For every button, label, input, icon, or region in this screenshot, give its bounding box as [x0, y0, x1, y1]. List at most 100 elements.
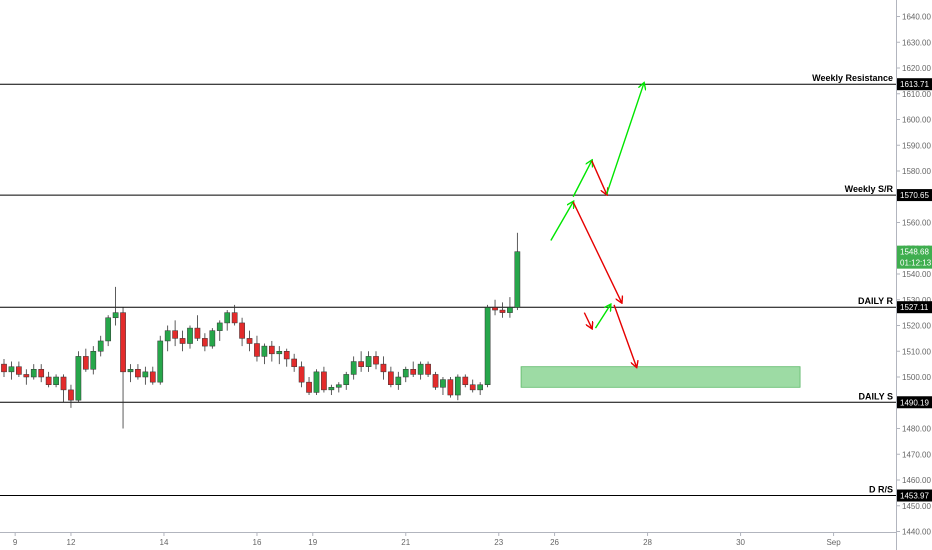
y-tick-label: 1480.00: [902, 425, 931, 434]
candle-up: [97, 340, 104, 352]
level-tag: [897, 301, 932, 314]
demand-zone: [520, 366, 801, 388]
y-tick-label: 1590.00: [902, 141, 931, 150]
candle-up: [350, 361, 357, 375]
candle-down: [16, 366, 22, 375]
candle-down: [1, 363, 7, 373]
red-projection-arrow: [591, 160, 607, 194]
x-tick-label: 28: [643, 538, 652, 547]
red-projection-arrow: [572, 201, 621, 302]
candle-up: [261, 345, 268, 357]
candle-down: [231, 312, 238, 324]
y-tick-label: 1440.00: [902, 528, 931, 537]
green-projection-arrow: [605, 83, 644, 195]
candle-up: [365, 356, 372, 367]
candle-up: [216, 322, 223, 331]
candle-up: [454, 376, 461, 396]
candle-down: [492, 307, 498, 311]
candle-up: [335, 384, 342, 388]
candle-down: [38, 369, 45, 378]
x-tick-label: 9: [13, 538, 18, 547]
x-tick-label: 14: [160, 538, 169, 547]
y-tick-label: 1540.00: [902, 270, 931, 279]
green-projection-arrow: [572, 161, 592, 198]
candle-up: [477, 384, 484, 391]
candle-down: [380, 363, 387, 373]
level-label: DAILY R: [858, 296, 894, 306]
x-tick-label: 19: [308, 538, 317, 547]
candle-down: [388, 371, 394, 385]
candle-countdown-text: 01:12:13: [900, 259, 932, 268]
candle-down: [499, 309, 506, 313]
y-tick-label: 1520.00: [902, 322, 931, 331]
support-resistance-levels: Weekly Resistance Weekly S/R DAILY R DAILY …: [0, 73, 896, 497]
price-tags: 1613.71 1570.65 1527.11 1490.19 1453.97 1548.…: [897, 78, 932, 502]
last-price-text: 1548.68: [900, 248, 929, 257]
y-tick-label: 1600.00: [902, 116, 931, 125]
candle-up: [53, 376, 59, 385]
candle-up: [276, 351, 283, 355]
candle-down: [283, 351, 290, 360]
candle-up: [514, 251, 521, 308]
candle-up: [484, 307, 491, 385]
red-projection-arrow: [613, 304, 636, 367]
candle-up: [8, 366, 15, 373]
candle-up: [417, 363, 424, 375]
candle-down: [149, 371, 156, 383]
x-tick-label: 30: [736, 538, 745, 547]
candle-down: [306, 381, 312, 393]
candle-down: [373, 356, 379, 365]
candle-down: [254, 343, 260, 357]
y-tick-label: 1460.00: [902, 476, 931, 485]
x-tick-label: 12: [67, 538, 76, 547]
level-tag-text: 1490.19: [900, 398, 929, 407]
level-tag-text: 1453.97: [900, 492, 929, 501]
green-projection-arrow: [550, 202, 573, 241]
candle-up: [90, 351, 97, 370]
y-tick-label: 1510.00: [902, 347, 931, 356]
level-tag-text: 1527.11: [900, 303, 929, 312]
candle-down: [358, 361, 364, 367]
level-tag: [897, 396, 932, 409]
candle-down: [45, 376, 52, 385]
candle-down: [447, 379, 454, 396]
level-tag-text: 1570.65: [900, 191, 929, 200]
y-tick-label: 1500.00: [902, 373, 931, 382]
x-tick-label: Sep: [826, 538, 841, 547]
candle-up: [343, 374, 350, 385]
level-tag: [897, 189, 932, 202]
candle-up: [112, 312, 119, 319]
candle-down: [194, 327, 201, 339]
candle-up: [142, 371, 149, 378]
x-tick-label: 26: [550, 538, 559, 547]
y-tick-label: 1610.00: [902, 90, 931, 99]
x-tick-label: 23: [494, 538, 503, 547]
y-tick-label: 1560.00: [902, 219, 931, 228]
red-projection-arrow: [583, 312, 591, 328]
candle-down: [135, 369, 141, 378]
candle-down: [462, 376, 469, 385]
y-tick-label: 1450.00: [902, 502, 931, 511]
level-tag: [897, 78, 932, 91]
level-label: Weekly Resistance: [812, 73, 893, 83]
candle-down: [432, 374, 439, 388]
candle-down: [246, 338, 253, 344]
y-tick-label: 1530.00: [902, 296, 931, 305]
candle-down: [179, 338, 186, 344]
y-tick-label: 1640.00: [902, 13, 931, 22]
candle-down: [298, 366, 305, 383]
candle-up: [164, 330, 171, 342]
projection-arrows: [550, 83, 644, 367]
x-tick-label: 21: [401, 538, 410, 547]
candle-up: [187, 327, 193, 344]
x-axis: 9 12 14 16 19 21 23 26 28 30 Sep: [0, 532, 896, 547]
candle-down: [321, 371, 327, 391]
candle-up: [402, 369, 409, 378]
last-price-tag: [897, 245, 932, 269]
candle-up: [395, 376, 402, 385]
x-tick-label: 16: [253, 538, 262, 547]
candle-down: [202, 338, 208, 347]
candle-up: [328, 387, 335, 391]
level-tag: [897, 489, 932, 502]
